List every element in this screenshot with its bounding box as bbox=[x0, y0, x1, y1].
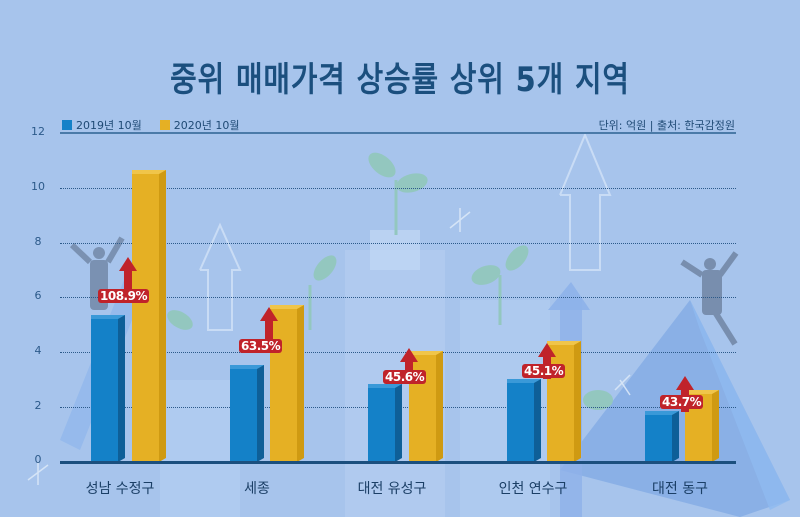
gridline bbox=[60, 352, 736, 353]
legend-label: 2019년 10월 bbox=[76, 119, 142, 132]
legend-swatch-yellow bbox=[159, 120, 170, 130]
x-label: 대전 동구 bbox=[652, 481, 708, 497]
unit-source-note: 단위: 억원 | 출처: 한국감정원 bbox=[598, 119, 735, 132]
growth-arrow-icon bbox=[260, 307, 278, 321]
x-label: 인천 연수구 bbox=[498, 481, 568, 497]
y-tick: 0 bbox=[34, 453, 42, 466]
gridline bbox=[60, 297, 736, 298]
growth-arrow-icon bbox=[400, 348, 418, 362]
legend-label: 2020년 10월 bbox=[173, 119, 240, 132]
growth-label: 45.6% bbox=[383, 370, 427, 384]
legend: 2019년 10월 2020년 10월 bbox=[62, 117, 239, 133]
y-tick: 12 bbox=[31, 125, 45, 138]
legend-item-2019: 2019년 10월 bbox=[62, 117, 142, 133]
y-tick: 10 bbox=[31, 180, 45, 193]
growth-arrow-icon bbox=[538, 343, 556, 357]
chart-title: 중위 매매가격 상승률 상위 5개 지역 bbox=[170, 60, 630, 100]
top-rule bbox=[60, 132, 736, 134]
growth-arrow-icon bbox=[676, 376, 694, 390]
y-tick: 8 bbox=[34, 235, 42, 248]
y-tick: 2 bbox=[34, 399, 42, 412]
y-tick: 4 bbox=[34, 344, 42, 357]
growth-label: 45.1% bbox=[522, 364, 566, 378]
y-tick: 6 bbox=[34, 289, 42, 302]
growth-label: 108.9% bbox=[98, 289, 149, 303]
x-axis-baseline bbox=[60, 461, 736, 464]
x-label: 대전 유성구 bbox=[357, 481, 427, 497]
x-label: 세종 bbox=[244, 481, 270, 497]
x-label: 성남 수정구 bbox=[85, 481, 155, 497]
legend-swatch-blue bbox=[62, 120, 72, 130]
growth-label: 63.5% bbox=[239, 339, 283, 353]
gridline bbox=[60, 188, 736, 189]
growth-arrow-stem bbox=[124, 270, 132, 300]
gridline bbox=[60, 243, 736, 244]
growth-arrow-stem bbox=[265, 320, 273, 350]
growth-label: 43.7% bbox=[660, 395, 704, 409]
person-cheering-right bbox=[680, 251, 739, 346]
growth-arrow-icon bbox=[119, 257, 137, 271]
legend-item-2020: 2020년 10월 bbox=[159, 117, 240, 133]
